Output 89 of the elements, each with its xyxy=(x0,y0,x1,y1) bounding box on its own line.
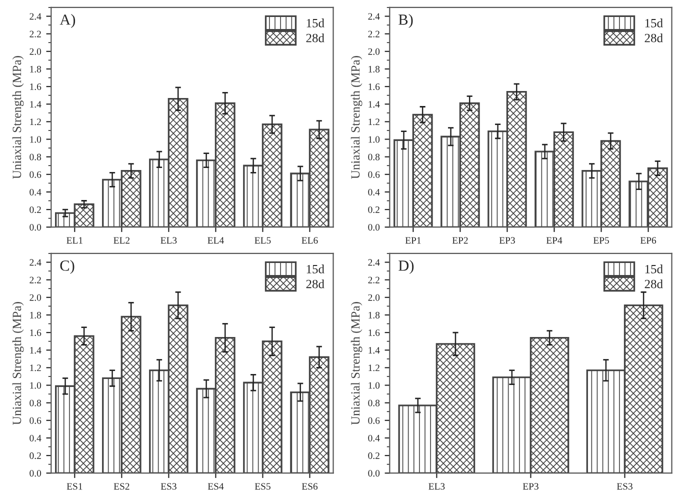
legend-label: 28d xyxy=(644,279,663,288)
y-tick-label: 0.2 xyxy=(30,206,41,214)
x-tick-label: EL1 xyxy=(66,237,82,244)
y-tick-label: 1.8 xyxy=(368,66,380,72)
y-tick-label: 0.8 xyxy=(30,154,42,160)
y-axis-title: Uniaxial Strength (MPa) xyxy=(12,56,24,179)
x-tick-label: ES3 xyxy=(160,483,176,490)
y-tick-label: 1.0 xyxy=(368,382,380,389)
y-tick-label: 1.4 xyxy=(368,101,380,108)
x-tick-label: ES2 xyxy=(114,483,130,490)
x-tick-label: EP1 xyxy=(405,237,421,244)
legend-label: 15d xyxy=(306,264,324,274)
y-tick-label: 1.6 xyxy=(30,83,42,90)
y-tick-label: 0.0 xyxy=(368,224,380,231)
legend-label: 28d xyxy=(644,33,663,42)
y-tick-label: 0.4 xyxy=(368,434,380,442)
y-tick-label: 2.4 xyxy=(368,13,380,20)
x-tick-label: EL2 xyxy=(114,237,130,244)
x-tick-label: EP2 xyxy=(452,237,468,244)
y-tick-label: 0.8 xyxy=(368,400,380,406)
chart-title: B) xyxy=(398,14,413,28)
y-tick-label: 0.0 xyxy=(368,470,380,477)
y-tick-label: 2.4 xyxy=(30,13,42,20)
x-tick-label: EL4 xyxy=(208,237,224,244)
x-tick-label: EL6 xyxy=(302,237,318,244)
legend-label: 28d xyxy=(306,279,324,288)
y-tick-label: 2.0 xyxy=(368,294,380,301)
y-tick-label: 2.0 xyxy=(368,48,380,55)
y-tick-label: 2.2 xyxy=(30,30,41,38)
y-tick-label: 1.2 xyxy=(30,364,41,372)
y-tick-label: 0.2 xyxy=(30,452,41,460)
y-tick-label: 0.6 xyxy=(368,171,380,178)
y-tick-label: 1.8 xyxy=(368,312,380,318)
y-tick-label: 0.4 xyxy=(368,188,380,196)
y-tick-label: 0.2 xyxy=(368,452,380,460)
legend-label: 15d xyxy=(645,264,663,274)
y-tick-label: 0.6 xyxy=(30,417,42,424)
y-axis-title: Uniaxial Strength (MPa) xyxy=(350,302,362,425)
y-tick-label: 0.0 xyxy=(30,470,42,477)
y-tick-label: 0.6 xyxy=(368,417,380,424)
y-tick-label: 0.2 xyxy=(368,206,380,214)
y-tick-label: 1.4 xyxy=(30,101,42,108)
x-tick-label: EL3 xyxy=(428,483,445,490)
x-tick-label: ES6 xyxy=(302,483,318,490)
y-tick-label: 2.4 xyxy=(368,259,380,266)
y-tick-label: 0.6 xyxy=(30,171,42,178)
y-tick-label: 1.2 xyxy=(30,118,41,126)
x-tick-label: EP4 xyxy=(546,237,562,244)
legend-label: 28d xyxy=(306,33,324,42)
y-tick-label: 2.0 xyxy=(30,48,42,55)
y-tick-label: 2.2 xyxy=(30,276,41,284)
y-tick-label: 1.0 xyxy=(30,382,42,389)
y-tick-label: 1.0 xyxy=(30,136,42,143)
x-tick-label: EL3 xyxy=(160,237,177,244)
x-tick-label: EP6 xyxy=(640,237,656,244)
y-tick-label: 2.2 xyxy=(368,30,380,38)
y-tick-label: 0.0 xyxy=(30,224,42,231)
x-tick-label: EP3 xyxy=(522,483,538,490)
chart-title: C) xyxy=(60,260,74,274)
x-tick-label: EP5 xyxy=(593,237,609,244)
y-axis-title: Uniaxial Strength (MPa) xyxy=(12,302,24,425)
y-tick-label: 1.2 xyxy=(368,118,380,126)
y-tick-label: 1.4 xyxy=(368,347,380,354)
x-tick-label: EL5 xyxy=(254,237,271,244)
legend-label: 15d xyxy=(645,18,663,28)
x-tick-label: ES1 xyxy=(66,483,82,490)
y-tick-label: 1.6 xyxy=(30,329,42,336)
y-tick-label: 0.8 xyxy=(30,400,42,406)
y-tick-label: 1.8 xyxy=(30,312,42,318)
y-tick-label: 2.2 xyxy=(368,276,380,284)
legend-label: 15d xyxy=(306,18,324,28)
x-tick-label: EP3 xyxy=(499,237,515,244)
y-tick-label: 2.0 xyxy=(30,294,42,301)
y-tick-label: 1.6 xyxy=(368,83,380,90)
y-tick-label: 1.6 xyxy=(368,329,380,336)
y-tick-label: 0.4 xyxy=(30,434,42,442)
chart-title: A) xyxy=(60,14,76,28)
y-tick-label: 1.0 xyxy=(368,136,380,143)
x-tick-label: ES3 xyxy=(616,483,632,490)
x-tick-label: ES5 xyxy=(254,483,270,490)
y-tick-label: 0.4 xyxy=(30,188,42,196)
y-tick-label: 1.8 xyxy=(30,66,42,72)
y-axis-title: Uniaxial Strength (MPa) xyxy=(350,56,362,179)
y-tick-label: 1.2 xyxy=(368,364,380,372)
chart-title: D) xyxy=(398,260,414,274)
y-tick-label: 0.8 xyxy=(368,154,380,160)
x-tick-label: ES4 xyxy=(208,483,224,490)
y-tick-label: 1.4 xyxy=(30,347,42,354)
y-tick-label: 2.4 xyxy=(30,259,42,266)
